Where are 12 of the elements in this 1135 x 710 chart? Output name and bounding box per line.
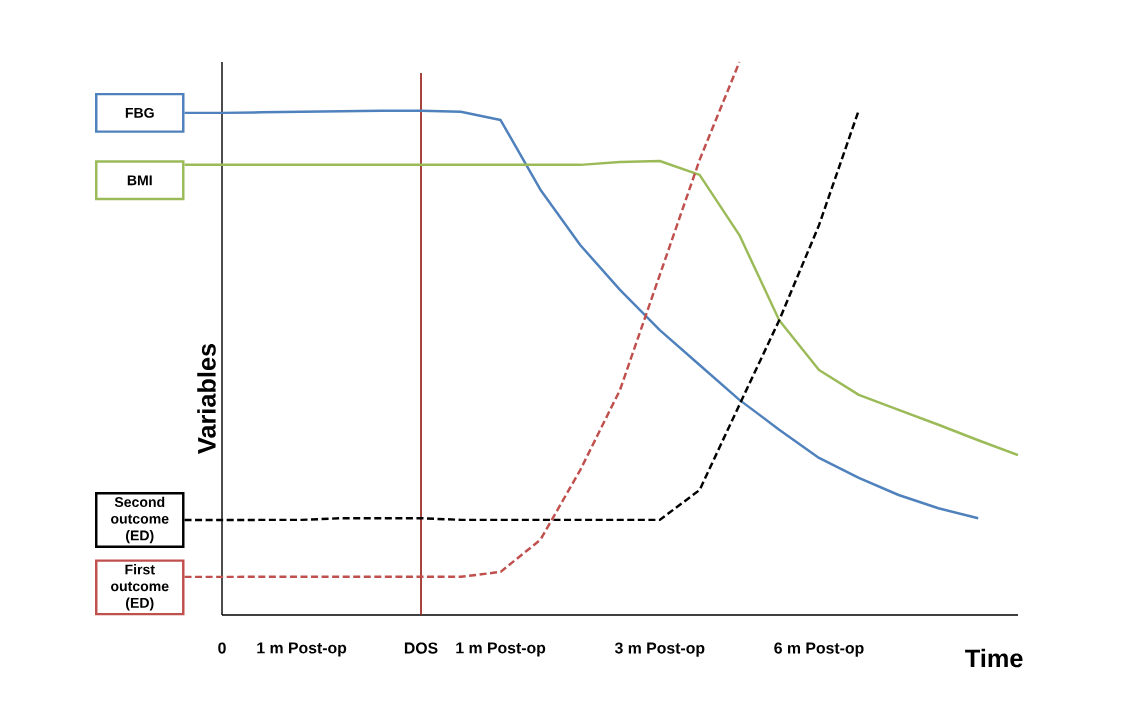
series-label: Second outcome (ED) (111, 496, 169, 544)
x-tick-label: 6 m Post-op (774, 642, 864, 657)
text: BMI (127, 175, 152, 186)
x-axis-title: Time (965, 648, 1023, 668)
series-label: First outcome (ED) (111, 564, 169, 611)
x-tick-label: 1 m Post-op (456, 642, 546, 657)
y-axis-title: Variables (197, 343, 216, 454)
x-tick-label: 1 m Post-op (257, 642, 347, 657)
x-tick-label: 0 (218, 642, 226, 654)
x-tick-label: DOS (404, 642, 438, 654)
text: FBG (125, 107, 154, 118)
x-tick-label: 3 m Post-op (614, 642, 705, 657)
